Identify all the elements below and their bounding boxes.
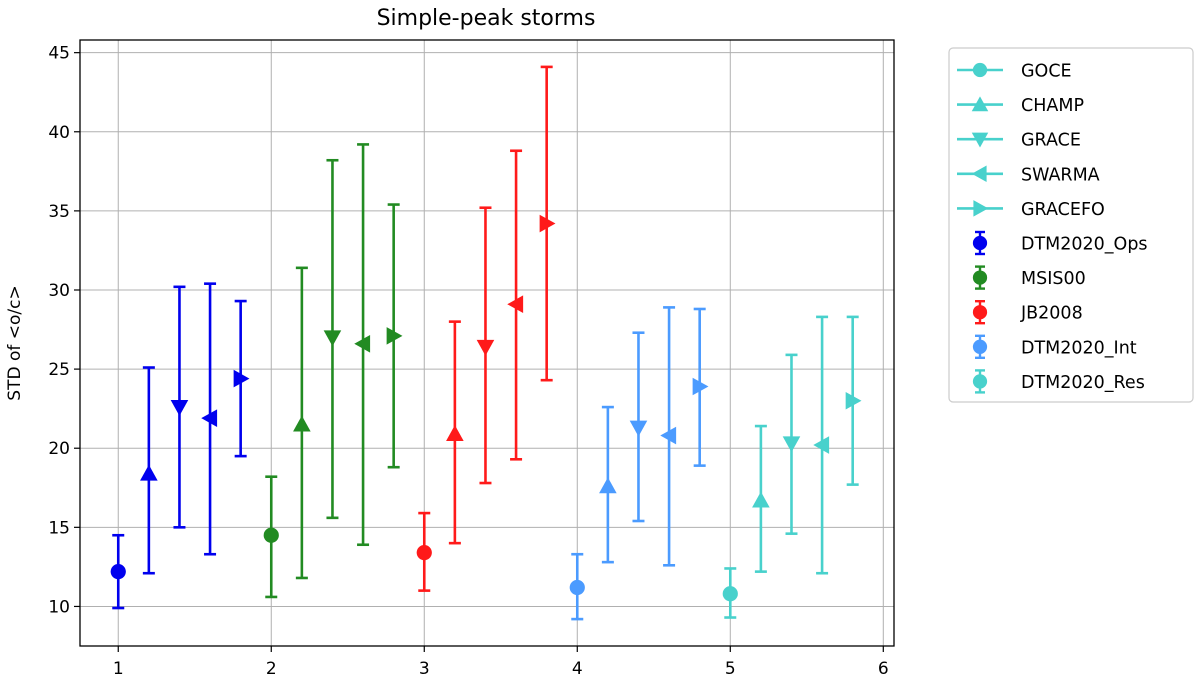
legend-item-msis00: MSIS00 <box>972 265 1086 290</box>
legend-item-dtm2020_res: DTM2020_Res <box>972 369 1145 394</box>
data-point-goce <box>416 545 432 561</box>
legend-label: DTM2020_Ops <box>1021 235 1148 255</box>
y-tick-label: 40 <box>48 123 70 143</box>
legend-item-grace: GRACE <box>957 131 1081 151</box>
legend-label: GOCE <box>1021 62 1072 82</box>
data-point-swarma <box>201 409 218 427</box>
data-point-champ <box>599 477 617 494</box>
data-point-swarma <box>507 295 524 314</box>
grid-layer <box>80 40 894 646</box>
series-jb2008 <box>416 65 556 592</box>
legend-box <box>948 47 1194 403</box>
legend-item-dtm2020_int: DTM2020_Int <box>972 334 1137 359</box>
legend-label: GRACE <box>1021 131 1081 151</box>
y-tick-label: 20 <box>48 439 70 459</box>
data-point-grace <box>170 400 189 416</box>
series-dtm2020_ops <box>110 282 250 610</box>
legend-label: SWARMA <box>1021 165 1100 185</box>
y-axis-label: STD of <o/c> <box>5 285 25 400</box>
legend-item-swarma: SWARMA <box>957 165 1100 185</box>
data-point-champ <box>446 425 464 442</box>
jb2008-legend-marker <box>972 305 988 320</box>
champ-legend-marker <box>971 96 989 112</box>
grace-legend-marker <box>971 132 989 148</box>
legend-label: MSIS00 <box>1021 269 1086 289</box>
y-tick-label: 45 <box>48 44 70 64</box>
series-msis00 <box>263 143 403 599</box>
data-point-gracefo <box>233 369 250 388</box>
legend-item-goce: GOCE <box>957 62 1072 82</box>
series-dtm2020_res <box>722 315 862 619</box>
chart-title: Simple-peak storms <box>377 6 596 31</box>
data-point-swarma <box>354 334 371 353</box>
series-dtm2020_int <box>569 306 709 621</box>
legend-label: CHAMP <box>1021 96 1084 116</box>
data-point-grace <box>323 330 342 347</box>
y-tick-label: 25 <box>48 360 70 380</box>
msis00-legend-marker <box>972 270 988 285</box>
y-tick-label: 15 <box>48 518 70 538</box>
data-point-champ <box>293 415 311 432</box>
plot-area-frame <box>79 39 895 647</box>
y-tick-label: 35 <box>48 202 70 222</box>
data-point-goce <box>110 564 126 580</box>
data-point-grace <box>476 339 495 356</box>
data-point-gracefo <box>539 214 556 233</box>
legend-label: DTM2020_Res <box>1021 373 1145 393</box>
x-tick-label: 2 <box>266 659 277 679</box>
x-tick-label: 4 <box>572 659 583 679</box>
data-point-goce <box>569 579 585 596</box>
legend-label: GRACEFO <box>1021 200 1105 220</box>
x-tick-label: 5 <box>725 659 736 679</box>
y-tick-label: 30 <box>48 281 70 301</box>
legend-label: DTM2020_Int <box>1021 338 1137 358</box>
swarma-legend-marker <box>971 165 987 183</box>
data-point-gracefo <box>845 391 862 410</box>
legend-item-dtm2020_ops: DTM2020_Ops <box>972 230 1148 256</box>
goce-legend-marker <box>972 62 988 78</box>
x-tick-label: 1 <box>113 659 124 679</box>
legend-item-champ: CHAMP <box>957 96 1084 116</box>
x-tick-label: 3 <box>419 659 430 679</box>
data-point-grace <box>629 420 648 437</box>
data-point-champ <box>140 464 158 481</box>
dtm2020_ops-legend-marker <box>972 235 988 251</box>
gracefo-legend-marker <box>973 200 989 217</box>
x-tick-label: 6 <box>878 659 889 679</box>
data-point-goce <box>722 586 738 602</box>
legend-item-jb2008: JB2008 <box>972 300 1083 325</box>
dtm2020_int-legend-marker <box>972 339 988 354</box>
legend-label: JB2008 <box>1020 304 1083 324</box>
data-point-swarma <box>660 426 677 445</box>
data-point-swarma <box>813 436 830 454</box>
data-point-grace <box>782 436 801 453</box>
dtm2020_res-legend-marker <box>972 374 988 389</box>
data-point-goce <box>263 527 279 543</box>
data-layer <box>110 65 862 621</box>
y-tick-label: 10 <box>48 597 70 617</box>
data-point-champ <box>752 491 770 508</box>
legend-item-gracefo: GRACEFO <box>957 200 1105 220</box>
legend: GOCE CHAMP GRACE SWARMA GRACEFO DTM2020_Ops MS… <box>948 47 1194 403</box>
data-point-gracefo <box>386 327 403 345</box>
data-point-gracefo <box>692 377 709 396</box>
